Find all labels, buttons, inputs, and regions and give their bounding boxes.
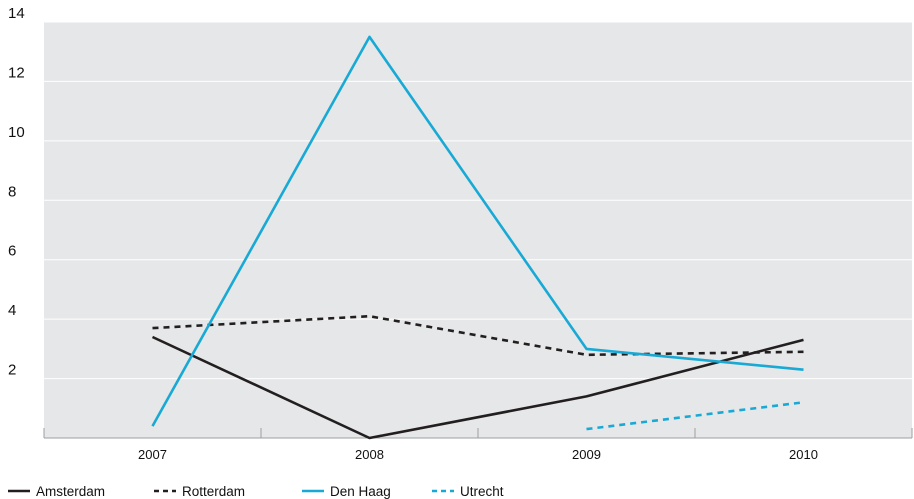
plot-area bbox=[44, 22, 912, 438]
legend: Amsterdam Rotterdam Den Haag Utrecht bbox=[8, 484, 504, 499]
y-axis-tick-labels: 2 4 6 8 10 12 14 bbox=[8, 5, 25, 379]
x-axis bbox=[43, 428, 913, 439]
y-tick-label: 12 bbox=[8, 64, 25, 81]
y-tick-label: 6 bbox=[8, 243, 16, 260]
legend-label: Utrecht bbox=[460, 484, 504, 499]
x-axis-tick-labels: 2007 2008 2009 2010 bbox=[138, 447, 818, 462]
y-tick-label: 4 bbox=[8, 302, 16, 319]
y-tick-label: 8 bbox=[8, 183, 16, 200]
y-tick-label: 10 bbox=[8, 124, 25, 141]
legend-label: Den Haag bbox=[330, 484, 391, 499]
series-line-utrecht bbox=[586, 401, 804, 431]
x-tick-label: 2009 bbox=[572, 447, 601, 462]
x-tick-label: 2010 bbox=[789, 447, 818, 462]
series-line-den-haag bbox=[151, 35, 804, 427]
series-lines bbox=[151, 35, 804, 440]
gridlines bbox=[44, 21, 912, 380]
series-line-amsterdam bbox=[151, 335, 804, 440]
legend-label: Rotterdam bbox=[182, 484, 245, 499]
x-tick-label: 2008 bbox=[355, 447, 384, 462]
legend-label: Amsterdam bbox=[36, 484, 105, 499]
x-tick-label: 2007 bbox=[138, 447, 167, 462]
y-tick-label: 2 bbox=[8, 362, 16, 379]
y-tick-label: 14 bbox=[8, 5, 25, 22]
